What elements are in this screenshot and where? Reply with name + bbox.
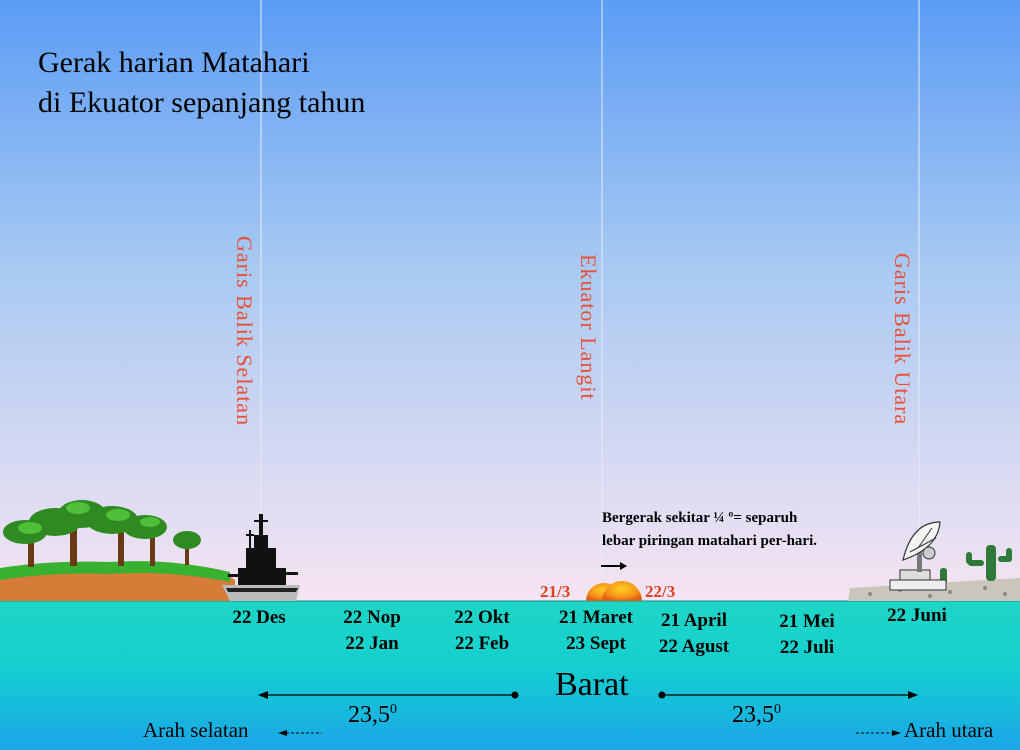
date-column-mar-sep: 21 Maret 23 Sept: [546, 605, 646, 657]
north-angle-arrow: [658, 691, 918, 699]
sun-label-22-3: 22/3: [645, 582, 676, 601]
west-label: Barat: [555, 666, 629, 703]
north-direction-arrow: [856, 730, 901, 736]
motion-note-line-1: Bergerak sekitar ¼ º= separuh: [602, 510, 798, 526]
date-label: 22 Okt: [454, 607, 510, 628]
angle-value: 23,5: [348, 702, 390, 728]
angle-unit: 0: [774, 702, 781, 717]
tree-island: [0, 500, 235, 601]
satellite-dish-icon: [889, 521, 947, 591]
north-direction-label: Arah utara: [904, 718, 994, 742]
date-label: 22 Nop: [343, 607, 401, 628]
date-label: 22 Des: [232, 607, 286, 628]
motion-arrow-icon: [601, 562, 627, 570]
date-label: 22 Juli: [779, 637, 835, 658]
date-label: 22 Jan: [345, 633, 399, 654]
south-tropic-label: Garis Balik Selatan: [232, 236, 257, 427]
date-label: 23 Sept: [566, 633, 626, 654]
date-column-nov-jan: 22 Nop 22 Jan: [327, 605, 417, 657]
date-column-jun: 22 Juni: [872, 603, 962, 629]
date-label: 21 Mei: [779, 611, 835, 632]
date-label: 22 Juni: [887, 605, 947, 626]
cactus-icon: [940, 545, 1012, 584]
date-label: 22 Feb: [454, 633, 510, 654]
date-column-oct-feb: 22 Okt 22 Feb: [437, 605, 527, 657]
south-angle-arrow: [258, 691, 519, 699]
title-line-1: Gerak harian Matahari: [38, 46, 310, 79]
south-direction-arrow: [278, 730, 322, 736]
warship-icon: [222, 514, 300, 601]
date-column-dec: 22 Des: [216, 605, 302, 631]
date-label: 21 April: [661, 610, 727, 631]
date-label: 21 Maret: [558, 607, 634, 628]
celestial-equator-label: Ekuator Langit: [576, 254, 601, 401]
motion-note-line-2: lebar piringan matahari per-hari.: [602, 533, 817, 549]
satellite-dish-land: [848, 521, 1020, 601]
south-direction-label: Arah selatan: [143, 718, 249, 742]
sea: [0, 601, 1020, 750]
title-line-2: di Ekuator sepanjang tahun: [38, 86, 366, 119]
date-column-apr-aug: 21 April 22 Agust: [646, 608, 742, 660]
north-angle-label: 23,50: [732, 702, 781, 729]
angle-value: 23,5: [732, 702, 774, 728]
sun-icon: [586, 581, 642, 601]
sun-label-21-3: 21/3: [540, 582, 571, 601]
south-angle-label: 23,50: [348, 702, 397, 729]
north-tropic-label: Garis Balik Utara: [890, 253, 915, 426]
angle-unit: 0: [390, 702, 397, 717]
sky: [0, 0, 1020, 601]
date-label: 22 Agust: [658, 636, 730, 657]
date-column-may-jul: 21 Mei 22 Juli: [762, 609, 852, 661]
